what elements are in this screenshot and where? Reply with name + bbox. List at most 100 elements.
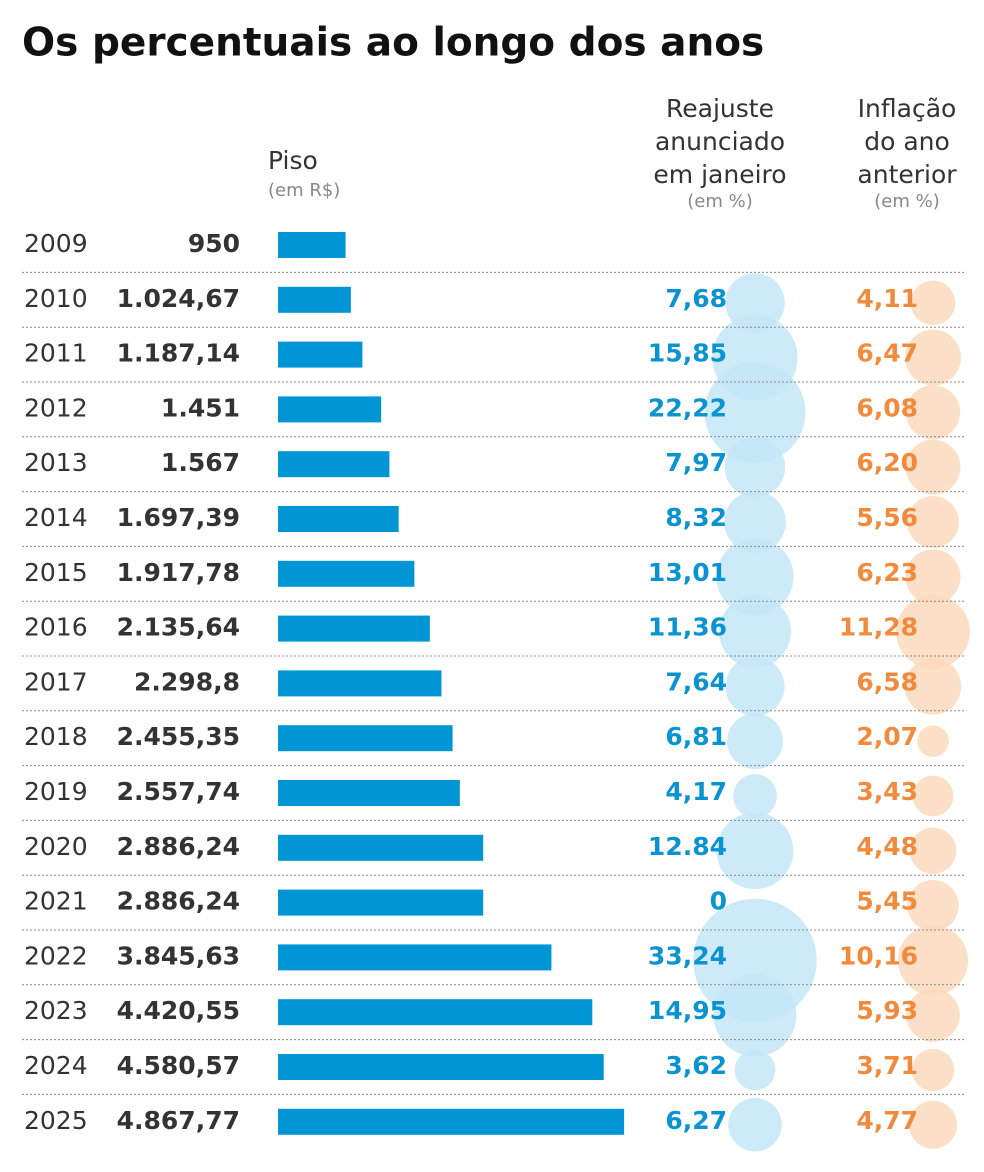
bar (278, 560, 415, 587)
column-header: Piso (268, 146, 318, 175)
piso-label: 2.557,74 (117, 777, 240, 806)
bar (278, 232, 346, 258)
value-label: 13,01 (648, 558, 727, 587)
value-label: 14,95 (648, 996, 727, 1025)
value-label: 5,45 (856, 887, 918, 916)
value-label: 11,28 (839, 613, 918, 642)
bubble (724, 491, 786, 553)
piso-label: 4.420,55 (117, 996, 240, 1025)
rows: Piso (em R$) Reajuste anunciado em janeiro (e… (22, 94, 966, 1135)
value-label: 11,36 (648, 613, 727, 642)
bubble (912, 775, 954, 817)
value-label: 6,27 (665, 1106, 727, 1135)
piso-label: 3.845,63 (117, 941, 240, 970)
piso-label: 1.567 (161, 448, 240, 477)
bubble (724, 436, 786, 498)
bubble (905, 549, 961, 605)
value-label: 33,24 (648, 941, 727, 970)
bar (278, 889, 484, 916)
column-header: anterior (857, 160, 957, 189)
bar (278, 451, 390, 478)
piso-label: 2.455,35 (117, 722, 240, 751)
column-header: do ano (864, 127, 950, 156)
bar (278, 834, 484, 861)
year-label: 2020 (24, 832, 88, 861)
bubble (917, 725, 949, 758)
year-label: 2022 (24, 941, 88, 970)
piso-label: 1.024,67 (117, 284, 240, 313)
bubble (909, 827, 957, 875)
year-label: 2023 (24, 996, 88, 1025)
piso-label: 1.187,14 (117, 339, 240, 368)
value-label: 3,71 (856, 1051, 918, 1080)
year-label: 2014 (24, 503, 88, 532)
bubble (716, 812, 794, 890)
bubble (728, 1098, 782, 1152)
bubble (725, 656, 785, 716)
value-label: 6,08 (856, 393, 918, 422)
column-header: anunciado (655, 127, 785, 156)
year-label: 2021 (24, 887, 88, 916)
value-label: 4,48 (856, 832, 918, 861)
bubbles (693, 273, 970, 1152)
value-label: 8,32 (665, 503, 727, 532)
piso-label: 950 (188, 229, 240, 258)
column-unit: (em %) (874, 191, 939, 212)
value-label: 2,07 (856, 722, 918, 751)
piso-label: 4.580,57 (117, 1051, 240, 1080)
year-label: 2009 (24, 229, 88, 258)
year-label: 2012 (24, 393, 88, 422)
column-unit: (em R$) (268, 180, 340, 201)
value-label: 6,81 (665, 722, 727, 751)
piso-label: 2.886,24 (117, 832, 240, 861)
value-label: 12.84 (648, 832, 727, 861)
bar (278, 615, 430, 642)
year-label: 2016 (24, 613, 88, 642)
bubble (907, 879, 959, 932)
bubble (910, 280, 956, 326)
year-label: 2011 (24, 339, 88, 368)
value-label: 10,16 (839, 941, 918, 970)
bar (278, 396, 382, 423)
value-label: 4,11 (856, 284, 918, 313)
bar (278, 944, 552, 971)
piso-label: 1.917,78 (117, 558, 240, 587)
bubble (911, 1048, 955, 1092)
year-label: 2018 (24, 722, 88, 751)
value-label: 6,20 (856, 448, 918, 477)
value-label: 4,77 (856, 1106, 918, 1135)
value-label: 5,56 (856, 503, 918, 532)
piso-label: 1.697,39 (117, 503, 240, 532)
year-label: 2024 (24, 1051, 88, 1080)
value-label: 22,22 (648, 393, 727, 422)
value-label: 3,62 (665, 1051, 727, 1080)
bar (278, 780, 460, 806)
value-label: 7,68 (665, 284, 727, 313)
piso-label: 1.451 (161, 393, 240, 422)
value-label: 6,58 (856, 667, 918, 696)
value-label: 15,85 (648, 339, 727, 368)
bubble (734, 1049, 776, 1091)
bubble (727, 713, 783, 770)
bubble (907, 496, 959, 548)
value-label: 4,17 (665, 777, 727, 806)
bar (278, 725, 453, 752)
bar (278, 1108, 625, 1135)
column-header: Reajuste (666, 94, 774, 123)
piso-label: 2.135,64 (117, 613, 240, 642)
chart-title: Os percentuais ao longo dos anos (22, 21, 764, 66)
bar (278, 999, 593, 1026)
year-label: 2025 (24, 1106, 88, 1135)
bar (278, 1054, 604, 1080)
piso-label: 2.886,24 (117, 887, 240, 916)
bubble (718, 595, 792, 668)
bubble (896, 594, 970, 669)
bar (278, 286, 351, 313)
bubble (897, 925, 969, 996)
piso-label: 2.298,8 (134, 667, 240, 696)
column-header: em janeiro (653, 160, 786, 189)
column-header: Inflação (858, 94, 957, 123)
bubble (704, 361, 806, 463)
bubble (905, 329, 961, 386)
